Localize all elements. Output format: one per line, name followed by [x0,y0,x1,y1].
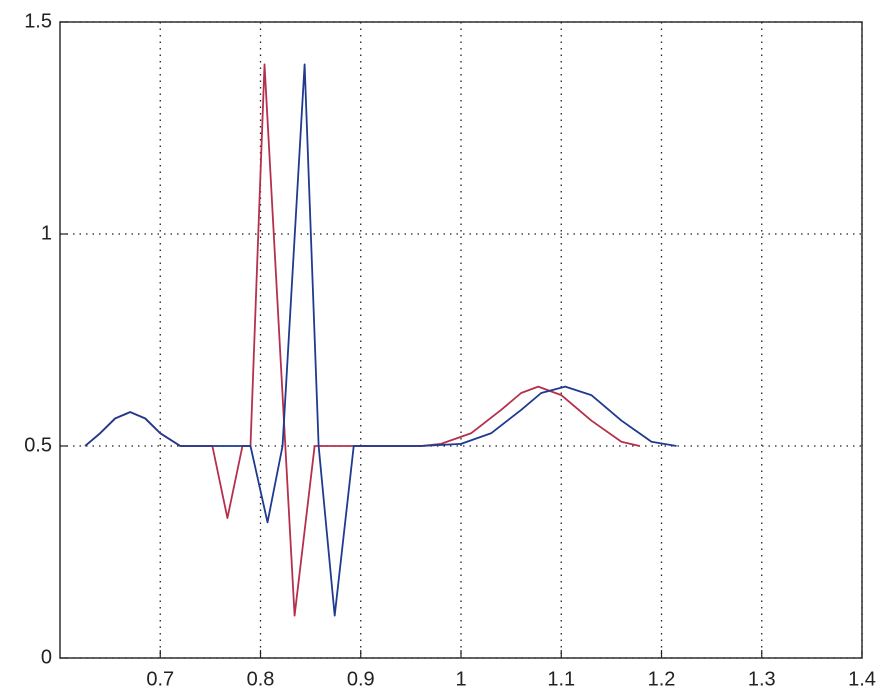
x-tick-label: 0.8 [247,668,275,690]
x-tick-label: 1.1 [547,668,575,690]
x-tick-label: 0.9 [347,668,375,690]
x-tick-label: 0.7 [146,668,174,690]
x-tick-label: 1.2 [648,668,676,690]
plot-frame [59,21,863,659]
x-tick-label: 1.3 [748,668,776,690]
x-tick-label: 1.4 [848,668,876,690]
x-tick-label: 1 [455,668,466,690]
y-tick-label: 0 [41,646,52,668]
y-tick-label: 1.5 [24,10,52,32]
y-tick-label: 1 [41,222,52,244]
y-tick-label: 0.5 [24,434,52,456]
data-line [84,63,677,617]
